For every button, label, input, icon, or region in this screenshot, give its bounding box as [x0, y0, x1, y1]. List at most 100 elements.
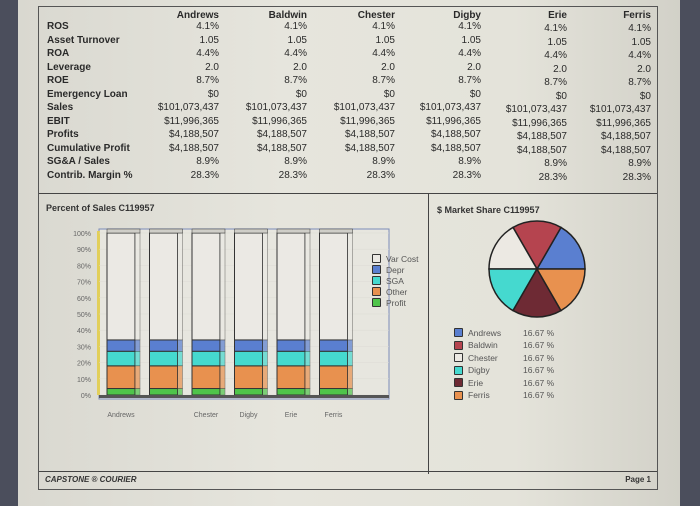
bar-side [219, 339, 226, 352]
legend-item: Chester 16.67 % [454, 352, 574, 363]
column-header-andrews: Andrews [176, 10, 219, 21]
bar-side [134, 339, 141, 352]
table-cell: $4,188,507 [600, 131, 651, 142]
table-cell: 4.1% [372, 21, 395, 32]
bar-segment-profit [234, 388, 263, 396]
bar-top [234, 228, 268, 234]
table-cell: $101,073,437 [245, 102, 307, 113]
bar-side [304, 339, 311, 352]
percent-of-sales-chart: 0% 10% 20% 30% 40% 50% 60% 70% 80% 90% 100% Andrews… [73, 228, 390, 419]
table-cell: 4.1% [196, 21, 219, 32]
legend-value: 16.67 % [523, 377, 555, 388]
y-tick-label: 100% [73, 231, 91, 238]
bar-side [219, 388, 226, 396]
x-tick-label: Chester [194, 412, 219, 419]
table-cell: 8.9% [196, 156, 219, 167]
table-cell: $101,073,437 [157, 102, 219, 113]
bar-segment-other [191, 365, 221, 390]
table-cell: 8.7% [628, 77, 651, 88]
table-cell: 1.05 [631, 36, 651, 48]
bar-segment-profit [191, 388, 221, 396]
y-tick-label: 90% [77, 247, 91, 254]
bar-side [134, 365, 141, 389]
table-cell: 8.9% [628, 158, 651, 169]
bar-side [177, 232, 183, 341]
bar-segment-other [106, 365, 136, 390]
bar-side [347, 339, 353, 352]
bar-side [304, 365, 311, 389]
table-cell: $11,996,365 [340, 115, 395, 127]
bar-top [191, 228, 226, 234]
legend-item: Ferris 16.67 % [454, 390, 574, 401]
row-label: EBIT [47, 115, 70, 127]
column-header-erie: Erie [548, 10, 567, 21]
table-cell: 4.1% [544, 23, 567, 34]
row-label: ROS [47, 21, 69, 32]
bar-side [219, 351, 226, 367]
bar-segment-depr [276, 339, 306, 352]
table-cell: $11,996,365 [426, 115, 481, 127]
table-cell: $11,996,365 [252, 115, 307, 127]
legend-item: Erie 16.67 % [454, 377, 574, 388]
table-cell: $101,073,437 [505, 104, 567, 115]
bar-segment-var-cost [191, 232, 221, 341]
bar-side [304, 232, 311, 341]
legend-swatch [454, 365, 463, 375]
pie-slice-chester [488, 226, 539, 270]
table-cell: 28.3% [452, 169, 481, 181]
legend-swatch [372, 298, 381, 307]
column-header-baldwin: Baldwin [268, 10, 307, 21]
legend-item: Digby 16.67 % [454, 365, 574, 376]
table-cell: 8.7% [544, 77, 567, 88]
table-cell: 4.4% [458, 48, 481, 59]
bar-segment-profit [106, 388, 136, 396]
bar-segment-sga [106, 350, 136, 367]
legend-label: Var Cost [386, 253, 419, 264]
legend-value: 16.67 % [523, 390, 555, 400]
table-cell: 28.3% [622, 171, 651, 183]
legend-item: Other [372, 286, 407, 297]
y-tick-label: 30% [77, 344, 91, 351]
table-cell: 8.7% [458, 75, 481, 86]
bar-side [219, 365, 226, 389]
bar-segment-other [149, 365, 178, 390]
legend-swatch [372, 276, 381, 285]
financial-summary-table: Andrews Baldwin Chester Digby Erie Ferris ROS 4… [39, 7, 657, 194]
footer: CAPSTONE ® COURIER Page 1 [39, 471, 657, 489]
bar-side [177, 339, 183, 352]
table-cell: $0 [469, 88, 481, 100]
bar-side [347, 351, 353, 367]
table-cell: 28.3% [366, 169, 395, 181]
page-number: Page 1 [625, 475, 651, 484]
row-label: SG&A / Sales [47, 156, 110, 167]
table-cell: 4.4% [284, 48, 307, 59]
bar-side [347, 365, 353, 389]
bar-top [276, 228, 311, 234]
table-cell: $0 [207, 88, 219, 100]
table-cell: $4,188,507 [516, 131, 567, 142]
bar-segment-profit [319, 388, 348, 396]
bar-side [304, 388, 311, 396]
bar-segment-other [276, 365, 306, 390]
table-cell: 1.05 [287, 34, 307, 46]
y-tick-label: 20% [77, 361, 91, 368]
bar-side [262, 365, 268, 389]
legend-swatch [454, 390, 463, 400]
bar-segment-sga [234, 350, 263, 367]
legend-swatch [372, 254, 381, 263]
table-cell: $0 [295, 88, 307, 100]
bar-segment-sga [191, 350, 221, 367]
bar-side [134, 351, 141, 367]
table-cell: 2.0 [467, 61, 481, 73]
market-share-title: $ Market Share C119957 [437, 205, 540, 215]
table-cell: $4,188,507 [430, 129, 481, 140]
row-label: Profits [47, 129, 79, 140]
row-label: Asset Turnover [47, 34, 120, 46]
bar-side [177, 365, 183, 389]
bar-segment-depr [106, 339, 136, 352]
table-cell: $0 [555, 90, 567, 102]
legend-label: Erie [468, 377, 484, 388]
table-cell: 8.9% [372, 156, 395, 167]
legend-label: Profit [386, 297, 406, 308]
bar-segment-var-cost [106, 232, 136, 341]
